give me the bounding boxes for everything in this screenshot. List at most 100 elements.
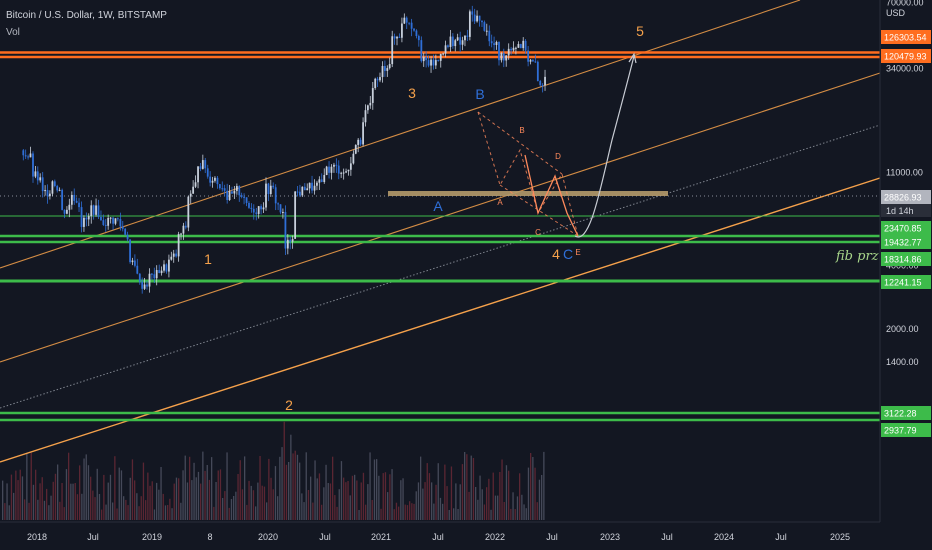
volume-bar xyxy=(424,482,426,520)
volume-bar xyxy=(294,450,296,520)
candle-body xyxy=(214,177,216,181)
wave-label-3: 3 xyxy=(408,85,416,101)
wave-label-2: 2 xyxy=(285,397,293,413)
volume-bar xyxy=(195,477,197,520)
candle-body xyxy=(442,53,445,55)
wave-label-1: 1 xyxy=(204,251,212,267)
volume-bar xyxy=(475,487,477,520)
volume-bar xyxy=(345,482,347,520)
candle-body xyxy=(85,217,88,220)
candle-body xyxy=(410,22,413,29)
candle-body xyxy=(478,15,481,21)
channel-lower-line xyxy=(0,177,881,463)
volume-bar xyxy=(6,483,8,520)
volume-bar xyxy=(332,456,334,520)
candle-body xyxy=(500,53,503,61)
candle-body xyxy=(398,36,401,38)
harmonic-pattern xyxy=(477,52,637,238)
time-tick-label: 2023 xyxy=(600,532,620,542)
candle-body xyxy=(245,197,248,203)
volume-bar xyxy=(312,502,314,520)
volume-bar xyxy=(186,482,189,520)
volume-bar xyxy=(494,495,497,520)
candle-body xyxy=(24,155,27,157)
volume-bar xyxy=(81,493,83,520)
price-badge xyxy=(881,423,931,437)
candle-body xyxy=(197,166,199,183)
wave-label-a: A xyxy=(433,198,443,214)
candle-body xyxy=(211,180,214,183)
volume-bar xyxy=(200,483,202,520)
wave-label-4: 4 xyxy=(552,246,560,262)
volume-bar xyxy=(307,490,310,520)
volume-bar xyxy=(519,473,521,520)
candle-body xyxy=(177,233,180,257)
candles xyxy=(22,5,546,294)
volume-bar xyxy=(248,480,250,520)
volume-bar xyxy=(211,457,213,520)
volume-bar xyxy=(21,476,24,520)
candle-body xyxy=(485,30,488,32)
volume-bar xyxy=(303,502,305,520)
candle-body xyxy=(311,182,313,191)
candle-body xyxy=(476,15,478,22)
volume-bar xyxy=(85,454,87,520)
volume-bar xyxy=(109,474,112,520)
volume-bar xyxy=(19,469,21,520)
candle-body xyxy=(340,172,343,174)
candle-body xyxy=(512,47,515,51)
volume-bar xyxy=(439,497,442,520)
candle-body xyxy=(80,207,83,227)
volume-bar xyxy=(244,456,246,520)
candle-body xyxy=(49,193,51,197)
candle-body xyxy=(359,139,362,145)
volume-bar xyxy=(10,474,13,520)
candle-body xyxy=(163,264,165,271)
candle-body xyxy=(216,177,219,185)
volume-bar xyxy=(316,478,318,520)
pattern-point-a: A xyxy=(497,198,503,207)
volume-bar xyxy=(103,474,105,520)
candle-body xyxy=(541,85,544,87)
candle-body xyxy=(515,47,517,49)
volume-bar xyxy=(140,496,142,520)
candle-body xyxy=(199,166,202,169)
volume-bar xyxy=(459,484,461,520)
price-badge xyxy=(881,275,931,289)
volume-bar xyxy=(153,509,156,520)
candle-body xyxy=(126,234,129,240)
volume-bar xyxy=(178,478,180,520)
volume-bar xyxy=(63,507,65,520)
candle-body xyxy=(335,164,338,166)
volume-bar xyxy=(521,494,523,520)
volume-bar xyxy=(54,473,57,520)
price-badge xyxy=(881,190,931,204)
price-badge xyxy=(881,252,931,266)
volume-bar xyxy=(457,509,459,520)
candle-body xyxy=(333,164,335,167)
volume-bar xyxy=(261,485,263,520)
volume-bar xyxy=(41,477,43,520)
volume-bar xyxy=(448,510,450,520)
candle-body xyxy=(255,212,258,214)
candle-body xyxy=(265,183,267,208)
candle-body xyxy=(495,41,498,45)
volume-bar xyxy=(411,503,413,520)
candle-body xyxy=(75,200,78,203)
candle-body xyxy=(468,11,471,37)
volume-bar xyxy=(356,480,358,520)
candle-body xyxy=(396,36,398,39)
wave-label-5: 5 xyxy=(636,23,644,39)
volume-bar xyxy=(222,498,224,520)
candle-body xyxy=(129,239,131,263)
candle-body xyxy=(192,186,195,194)
candle-body xyxy=(22,150,25,156)
volume-bar xyxy=(193,462,195,520)
candle-body xyxy=(498,41,500,61)
volume-bar xyxy=(292,453,294,520)
volume-bar xyxy=(72,483,74,520)
candle-body xyxy=(437,60,440,62)
volume-bar xyxy=(492,472,494,520)
volume-bar xyxy=(43,500,46,520)
